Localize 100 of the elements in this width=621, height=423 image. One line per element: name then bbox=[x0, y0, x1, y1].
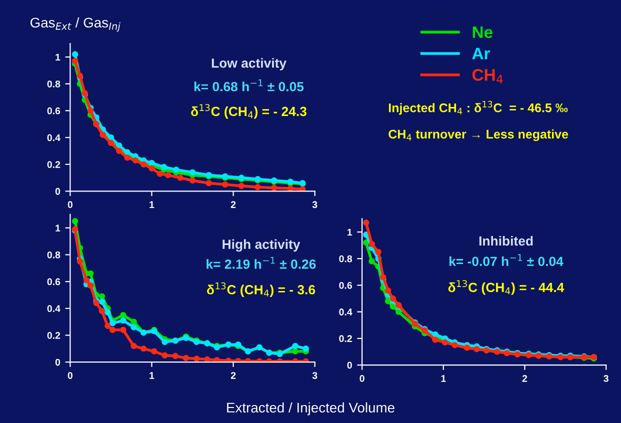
point bbox=[72, 218, 78, 224]
point bbox=[148, 160, 155, 166]
point bbox=[287, 185, 294, 192]
point bbox=[302, 346, 309, 352]
point bbox=[292, 348, 298, 354]
y-tick-label: 0 bbox=[55, 188, 60, 195]
point bbox=[72, 58, 78, 64]
point bbox=[83, 277, 90, 284]
point bbox=[124, 149, 130, 156]
y-tick-label: 0.4 bbox=[47, 305, 60, 312]
x-axis-title: Extracted / Injected Volume bbox=[227, 402, 394, 416]
point bbox=[124, 154, 130, 161]
x-tick-label: 0 bbox=[360, 375, 364, 382]
point bbox=[390, 295, 396, 302]
point bbox=[368, 240, 375, 248]
y-tick-label: 0.8 bbox=[339, 255, 352, 262]
point bbox=[162, 338, 168, 346]
annotation: Inhibited bbox=[479, 236, 533, 246]
point bbox=[299, 186, 306, 192]
point bbox=[189, 169, 196, 176]
point bbox=[254, 184, 261, 190]
point bbox=[120, 326, 126, 334]
x-tick-label: 3 bbox=[312, 201, 318, 208]
point bbox=[189, 177, 196, 184]
point bbox=[140, 346, 147, 352]
point bbox=[162, 352, 168, 359]
annotation: k= 2.19 h$^{−1}$ ± 0.26 bbox=[206, 256, 316, 269]
x-tick-label: 0 bbox=[68, 201, 72, 208]
point bbox=[104, 309, 111, 316]
point bbox=[193, 356, 200, 362]
y-tick-label: 0.8 bbox=[47, 80, 60, 88]
point bbox=[362, 220, 370, 226]
point bbox=[368, 258, 375, 264]
point bbox=[132, 157, 139, 164]
point bbox=[120, 317, 126, 324]
x-tick-label: 1 bbox=[150, 201, 154, 208]
point bbox=[72, 51, 78, 58]
y-tick-label: 0.6 bbox=[47, 278, 60, 286]
y-tick-label: 0.8 bbox=[47, 251, 60, 258]
point bbox=[182, 354, 190, 362]
text: Injected CH$_{4}$ : δ$^{13}$C = - 46.5 ‰ bbox=[388, 100, 568, 115]
x-tick-label: 3 bbox=[312, 372, 318, 379]
point bbox=[238, 182, 245, 189]
point bbox=[173, 166, 180, 173]
y-tick-label: 0 bbox=[347, 362, 352, 369]
x-tick-label: 1 bbox=[150, 372, 154, 379]
point bbox=[156, 170, 164, 177]
point bbox=[292, 342, 298, 350]
annotation: High activity bbox=[222, 239, 300, 252]
y-tick-label: 1 bbox=[56, 224, 60, 232]
x-tick-label: 2 bbox=[230, 372, 236, 379]
point bbox=[380, 274, 386, 280]
point bbox=[130, 318, 137, 325]
point bbox=[432, 336, 438, 343]
point bbox=[93, 300, 100, 306]
point bbox=[214, 356, 220, 362]
point bbox=[109, 326, 116, 334]
point bbox=[130, 342, 137, 350]
y-tick-label: 0.2 bbox=[47, 161, 60, 168]
annotation: δ$^{13}$C (CH$_{4}$) = - 24.3 bbox=[191, 104, 306, 119]
point bbox=[87, 108, 94, 114]
point bbox=[98, 308, 106, 314]
x-tick-label: 2 bbox=[230, 201, 236, 208]
legend-label: Ne bbox=[472, 26, 492, 38]
legend-label: Ar bbox=[472, 48, 490, 60]
point bbox=[87, 282, 94, 289]
annotation: Low activity bbox=[212, 58, 286, 70]
point bbox=[151, 348, 158, 354]
x-tick-label: 3 bbox=[604, 375, 608, 382]
y-axis-title: Gas$_{Ext}$ / Gas$_{Inj}$ bbox=[30, 17, 120, 32]
point bbox=[100, 132, 106, 138]
x-tick-label: 2 bbox=[522, 375, 528, 382]
y-tick-label: 0.6 bbox=[339, 282, 352, 289]
y-tick-label: 1 bbox=[348, 228, 352, 236]
point bbox=[164, 172, 172, 178]
point bbox=[172, 352, 179, 360]
x-tick-label: 1 bbox=[441, 375, 446, 382]
point bbox=[108, 134, 114, 141]
annotation: k= -0.07 h$^{−1}$ ± 0.04 bbox=[449, 254, 564, 266]
y-tick-label: 0.6 bbox=[47, 107, 60, 114]
point bbox=[148, 165, 155, 172]
y-tick-label: 0.4 bbox=[47, 134, 60, 142]
point bbox=[375, 248, 382, 256]
y-tick-label: 1 bbox=[56, 54, 60, 61]
annotation: k= 0.68 h$^{−1}$ ± 0.05 bbox=[194, 79, 304, 92]
annotation: δ$^{13}$C (CH$_{4}$) = - 44.4 bbox=[448, 280, 564, 295]
y-tick-label: 0 bbox=[55, 358, 60, 366]
y-tick-label: 0.2 bbox=[47, 332, 60, 339]
legend-label: CH$_{4}$ bbox=[472, 69, 503, 84]
point bbox=[384, 287, 392, 294]
point bbox=[109, 320, 116, 326]
point bbox=[432, 331, 438, 338]
point bbox=[177, 174, 184, 181]
point bbox=[98, 293, 106, 300]
point bbox=[76, 258, 84, 265]
point bbox=[116, 142, 122, 149]
point bbox=[160, 164, 168, 170]
point bbox=[98, 298, 106, 305]
point bbox=[130, 324, 137, 330]
annotation: δ$^{13}$C (CH$_{4}$) = - 3.6 bbox=[207, 282, 316, 298]
